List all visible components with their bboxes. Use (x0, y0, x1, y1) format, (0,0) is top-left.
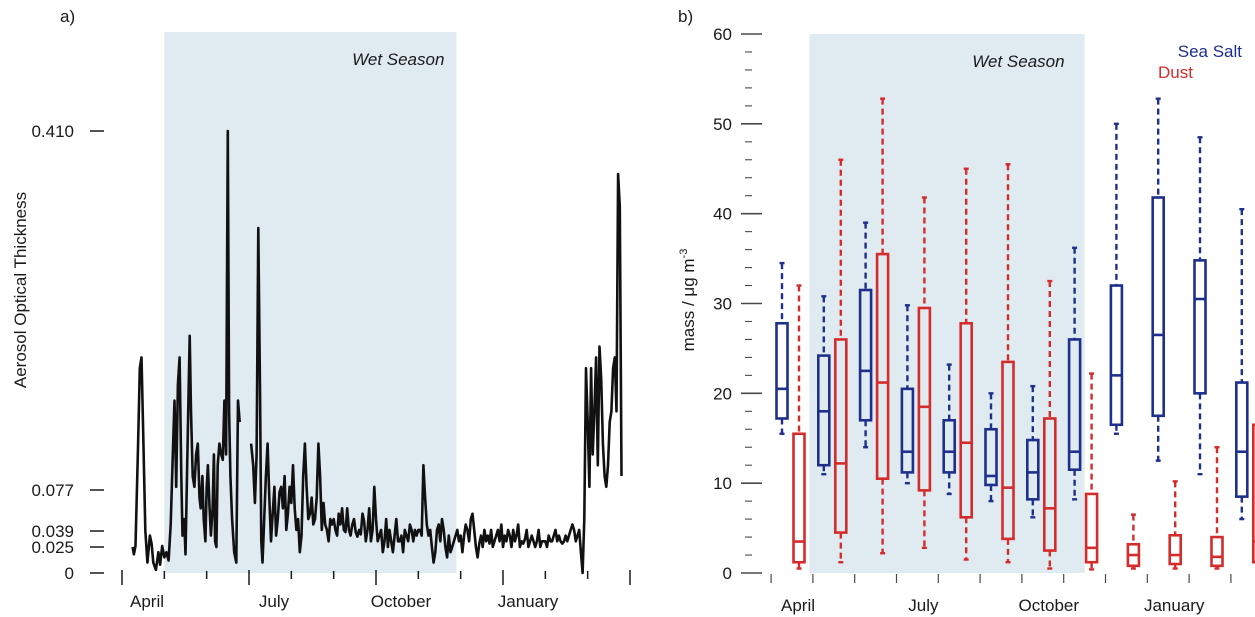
panel-label-a: a) (60, 7, 75, 26)
panel-b-mass-boxplots: Wet Season b) mass / μg m-3 0 10 20 30 40 50 6… (678, 7, 1255, 615)
y-tick-label-a: 0 (65, 564, 74, 583)
box-iqr (775, 321, 789, 420)
boxplot-sea-salt (1151, 97, 1165, 462)
y-axis-title-b-main: mass / μg m (679, 258, 698, 351)
panel-a-aot-timeseries: Wet Season a) Aerosol Optical Thickness … (11, 7, 631, 611)
box-iqr (1168, 533, 1182, 566)
box-iqr (1151, 196, 1165, 418)
box-iqr (917, 306, 932, 492)
boxplot-dust (1084, 372, 1099, 571)
x-tick-label-a: October (371, 592, 432, 611)
wet-season-label-b: Wet Season (972, 52, 1064, 71)
box-iqr (1210, 535, 1224, 568)
x-axis-b: April July October January (770, 574, 1232, 615)
boxplot-sea-salt (1235, 207, 1249, 521)
y-tick-label-a: 0.077 (31, 481, 74, 500)
box-iqr (875, 252, 890, 480)
box-iqr (1067, 338, 1082, 471)
box-iqr (959, 321, 974, 519)
boxplot-dust (1210, 446, 1224, 570)
x-tick-label-b: April (781, 596, 815, 615)
y-tick-label-a: 0.039 (31, 522, 74, 541)
y-tick-label-b: 10 (713, 474, 732, 493)
box-iqr (984, 427, 998, 487)
y-tick-label-b: 60 (713, 25, 732, 44)
boxplot-dust (792, 284, 806, 570)
boxplot-sea-salt (942, 363, 957, 496)
boxplot-dust (959, 167, 974, 561)
y-axis-title-b-superscript: -3 (678, 249, 690, 259)
y-tick-label-b: 30 (713, 295, 732, 314)
boxplot-dust (875, 97, 890, 555)
y-tick-label-a: 0.410 (31, 122, 74, 141)
legend-item-dust: Dust (1158, 63, 1193, 82)
boxplot-sea-salt (900, 304, 915, 485)
box-iqr (1084, 492, 1099, 564)
boxplot-dust (833, 158, 848, 564)
x-axis-a: April July October January (121, 570, 631, 611)
panel-label-b: b) (678, 7, 693, 26)
aot-series-line (131, 129, 241, 572)
y-tick-label-a: 0.025 (31, 538, 74, 557)
wet-season-label-a: Wet Season (352, 50, 444, 69)
x-tick-label-b: January (1144, 596, 1205, 615)
box-iqr (900, 387, 915, 474)
y-tick-label-b: 0 (723, 564, 732, 583)
y-tick-label-b: 20 (713, 384, 732, 403)
x-tick-label-a: January (498, 592, 559, 611)
box-iqr (1252, 423, 1255, 564)
y-tick-label-b: 40 (713, 205, 732, 224)
box-iqr (1026, 438, 1040, 501)
box-iqr (858, 288, 873, 422)
box-iqr (1235, 381, 1249, 498)
boxplot-sea-salt (858, 221, 873, 449)
aot-series (131, 129, 623, 575)
boxplot-dust (1168, 480, 1182, 570)
box-iqr (792, 432, 806, 564)
boxplot-dust (1126, 513, 1141, 570)
boxplot-sea-salt (1067, 246, 1082, 501)
y-axis-b: 0 10 20 30 40 50 60 (713, 25, 762, 583)
boxplot-dust (917, 196, 932, 550)
boxplot-dust (1043, 279, 1057, 570)
boxplot-dust (1252, 423, 1255, 564)
box-iqr (1193, 259, 1207, 395)
legend-b: Sea Salt Dust (1158, 42, 1242, 82)
boxplot-sea-salt (1109, 122, 1124, 435)
legend-item-sea-salt: Sea Salt (1178, 42, 1243, 61)
box-iqr (833, 338, 848, 534)
boxplot-sea-salt (816, 295, 831, 476)
box-iqr (1109, 284, 1124, 427)
x-tick-label-b: July (908, 596, 939, 615)
boxplot-sea-salt (984, 392, 998, 503)
boxplot-series (775, 97, 1255, 571)
y-axis-title-b: mass / μg m-3 (678, 249, 698, 352)
box-iqr (1001, 360, 1015, 541)
y-axis-title-a: Aerosol Optical Thickness (11, 192, 30, 388)
box-iqr (1043, 417, 1057, 552)
x-tick-label-a: April (130, 592, 164, 611)
boxplot-sea-salt (1026, 384, 1040, 519)
boxplot-sea-salt (1193, 136, 1207, 476)
boxplot-sea-salt (775, 261, 789, 435)
x-tick-label-b: October (1019, 596, 1080, 615)
box-iqr (942, 418, 957, 474)
y-tick-label-b: 50 (713, 115, 732, 134)
x-tick-label-a: July (259, 592, 290, 611)
boxplot-dust (1001, 163, 1015, 564)
aot-series-line (249, 172, 623, 575)
